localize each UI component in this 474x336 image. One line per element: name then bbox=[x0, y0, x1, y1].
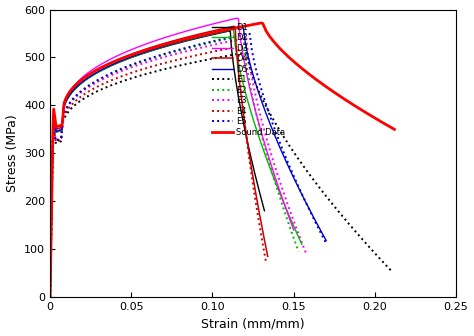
Y-axis label: Stress (MPa): Stress (MPa) bbox=[6, 115, 18, 192]
X-axis label: Strain (mm/mm): Strain (mm/mm) bbox=[201, 318, 305, 330]
Legend: D1, D2, D3, D4, D5, E1, E2, E3, E4, E5, Sound Data: D1, D2, D3, D4, D5, E1, E2, E3, E4, E5, … bbox=[209, 19, 289, 140]
